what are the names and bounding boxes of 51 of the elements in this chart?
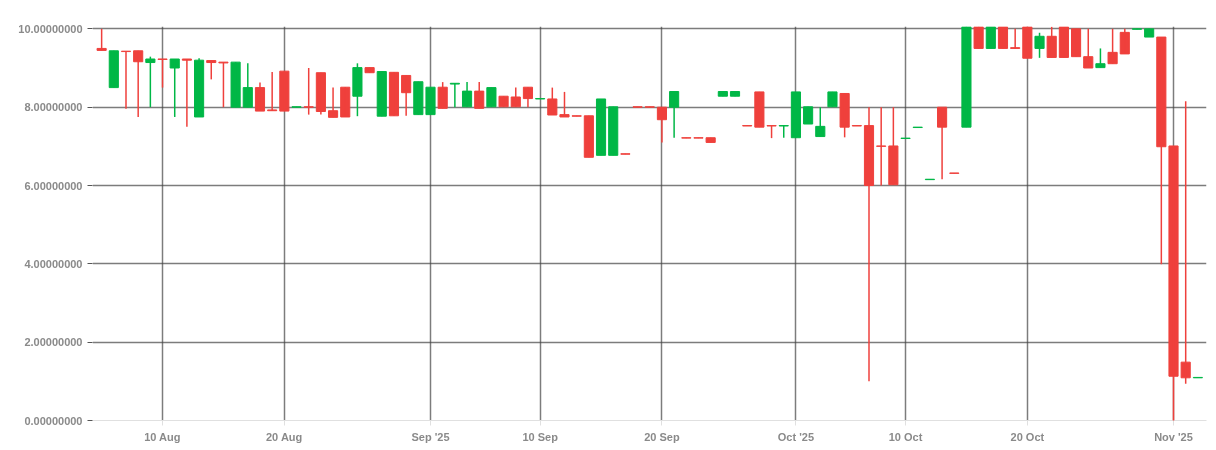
x-tick-label: 20 Aug: [266, 430, 303, 443]
candlestick: [1010, 28, 1021, 50]
candlestick: [352, 62, 363, 117]
x-tick-label: Oct '25: [777, 430, 815, 443]
candlestick: [729, 90, 741, 97]
x-tick-label: 20 Sep: [644, 430, 680, 443]
y-tick-label: 2.00000000: [24, 336, 83, 349]
candlestick: [1022, 26, 1033, 59]
candlestick: [1095, 47, 1106, 69]
candlestick: [181, 58, 192, 128]
candlestick: [303, 67, 314, 116]
candlestick: [1144, 28, 1155, 38]
x-tick-label: Sep '25: [411, 430, 450, 443]
candlestick: [717, 90, 728, 97]
x-tick-label: Nov '25: [1154, 430, 1193, 443]
candlestick: [961, 26, 972, 128]
candlestick: [340, 86, 351, 118]
candlestick: [218, 61, 229, 108]
y-tick-label: 4.00000000: [24, 257, 83, 270]
candlestick: [206, 59, 217, 81]
candlestick: [267, 71, 278, 112]
candlestick: [145, 55, 156, 108]
candlestick: [437, 81, 448, 110]
candlestick: [888, 106, 899, 186]
x-tick-label: 10 Oct: [888, 430, 923, 443]
candlestick: [1034, 32, 1045, 59]
candlestick: [486, 86, 497, 108]
x-tick-label: 10 Aug: [144, 430, 181, 443]
candlestick: [157, 58, 168, 89]
y-tick-label: 6.00000000: [24, 179, 83, 192]
y-tick-label: 10.00000000: [18, 22, 83, 35]
candlestick: [279, 70, 290, 112]
x-tick-label: 10 Sep: [522, 430, 559, 443]
candlestick: [96, 28, 107, 52]
candlestick: [449, 82, 460, 108]
candlestick: [973, 26, 984, 50]
candlestick: [1071, 28, 1082, 58]
candlestick: [790, 91, 801, 139]
y-tick-label: 8.00000000: [24, 101, 83, 114]
candlestick: [230, 61, 241, 108]
candlestick: [169, 58, 180, 118]
candlestick: [388, 71, 400, 117]
candlestick: [876, 106, 887, 187]
candlestick: [839, 92, 850, 139]
y-tick-label: 0.00000000: [24, 414, 83, 427]
candlestick: [803, 106, 814, 125]
candlestick: [1046, 26, 1057, 59]
candlestick: [108, 50, 119, 89]
candlestick: [900, 137, 911, 140]
candlestick: [1107, 28, 1118, 65]
x-tick-label: 20 Oct: [1010, 430, 1045, 443]
